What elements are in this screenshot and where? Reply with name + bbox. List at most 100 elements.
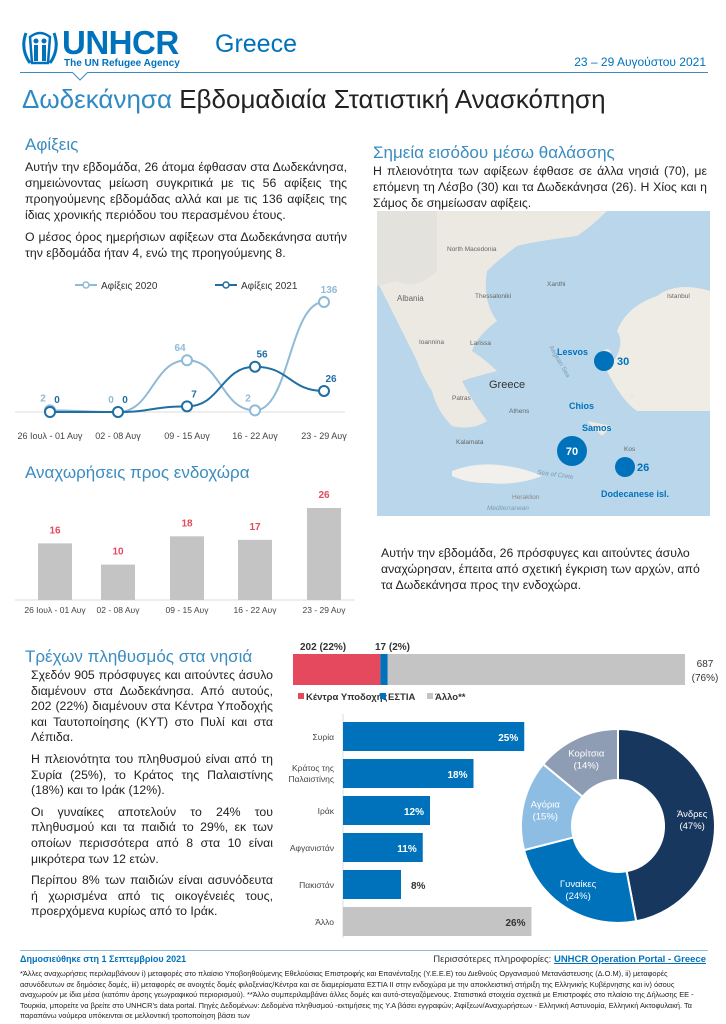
map-label-lesvos: Lesvos <box>557 347 588 357</box>
map-label-xanthi: Xanthi <box>547 281 565 288</box>
bar <box>170 536 204 600</box>
legend-swatch <box>380 693 386 699</box>
bar <box>343 907 532 936</box>
data-label: 2 <box>245 393 251 404</box>
population-heading: Τρέχων πληθυσμός στα νησιά <box>25 647 253 666</box>
data-point <box>249 360 261 373</box>
x-tick-label: 23 - 29 Αυγ <box>301 431 347 441</box>
data-label: 136 <box>321 285 338 296</box>
departures-text: Αυτήν την εβδομάδα, 26 πρόσφυγες και αιτ… <box>381 546 700 592</box>
population-text-2: Η πλειονότητα του πληθυσμού είναι από τη… <box>31 751 273 798</box>
population-charts: 202 (22%) 17 (2%) 687 (76%) Κέντρα Υποδοχής Ε… <box>288 642 718 938</box>
operation-portal-link[interactable]: UNHCR Operation Portal - Greece <box>553 954 706 965</box>
title-rest: Εβδομαδιαία Στατιστική Ανασκόπηση <box>179 84 606 114</box>
bar <box>38 543 72 600</box>
data-label: 64 <box>174 343 186 354</box>
donut-slice <box>522 836 638 924</box>
map-bubble-dodecanese[interactable] <box>615 457 635 477</box>
map-value-other: 70 <box>566 446 578 458</box>
legend-label: ΕΣΤΙΑ <box>388 692 415 703</box>
population-text: Σχεδόν 905 πρόσφυγες και αιτούντες άσυλο… <box>31 668 273 926</box>
x-tick-label: 09 - 15 Αυγ <box>166 605 210 615</box>
donut-label: Άνδρες <box>677 809 708 820</box>
x-tick-label: 02 - 08 Αυγ <box>95 431 141 441</box>
data-point <box>44 406 56 418</box>
sea-entry-text: Η πλειονότητα των αφίξεων έφθασε σε άλλα… <box>373 164 707 210</box>
map-label-ioannina: Ioannina <box>419 339 444 346</box>
stacked-label: 687 <box>697 659 714 670</box>
x-tick-label: 16 - 22 Αυγ <box>234 605 278 615</box>
x-tick-label: 16 - 22 Αυγ <box>232 431 278 441</box>
map-bubble-other[interactable] <box>557 436 587 466</box>
arrivals-heading: Αφίξεις <box>25 135 79 154</box>
more-info-label: Περισσότερες πληροφορίες: <box>433 954 554 965</box>
header-caret <box>72 72 88 81</box>
x-tick-label: 02 - 08 Αυγ <box>97 605 141 615</box>
bar-value-label: 25% <box>498 733 518 744</box>
x-tick-label: 26 Ιουλ - 01 Αυγ <box>18 431 83 441</box>
unhcr-logo <box>20 27 60 69</box>
donut-value: (14%) <box>574 761 599 772</box>
bar-value-label: 12% <box>404 807 424 818</box>
x-tick-label: 09 - 15 Αυγ <box>164 431 210 441</box>
bar-value-label: 11% <box>397 844 417 855</box>
data-point <box>318 296 330 308</box>
donut-value: (24%) <box>565 891 590 902</box>
data-label: 2 <box>40 393 46 404</box>
bar <box>343 870 401 899</box>
donut-value: (15%) <box>533 812 558 823</box>
legend-label: Αφίξεις 2021 <box>241 280 298 292</box>
bar-value-label: 16 <box>49 525 61 536</box>
map[interactable]: North Macedonia Albania Thessaloniki Xan… <box>377 211 710 516</box>
data-point <box>181 354 193 367</box>
map-value-dodecanese: 26 <box>637 462 649 474</box>
data-point <box>181 400 193 413</box>
page-title: Δωδεκάνησα Εβδομαδιαία Στατιστική Ανασκό… <box>22 84 606 114</box>
y-tick-label: Κράτος της Παλαιστίνης <box>288 763 334 784</box>
data-point <box>249 404 261 417</box>
sea-entry-heading: Σημεία εισόδου μέσω θαλάσσης <box>373 143 615 162</box>
data-label: 0 <box>122 395 128 406</box>
more-info: Περισσότερες πληροφορίες: UNHCR Operatio… <box>433 954 706 965</box>
bar-value-label: 18% <box>447 770 467 781</box>
published-date: Δημοσιεύθηκε στη 1 Σεπτεμβρίου 2021 <box>20 954 187 964</box>
legend-marker <box>222 281 230 289</box>
country-name: Greece <box>215 30 297 58</box>
map-label-dodecanese: Dodecanese isl. <box>601 489 669 499</box>
arrivals-line-chart: 26 Ιουλ - 01 Αυγ 02 - 08 Αυγ 09 - 15 Αυγ 16… <box>15 280 347 441</box>
legend-label: Αφίξεις 2020 <box>101 280 158 292</box>
data-label: 0 <box>108 395 114 406</box>
bar <box>343 722 525 751</box>
arrivals-section: Αφίξεις Αυτήν την εβδομάδα, 26 άτομα έφθ… <box>25 135 347 267</box>
y-tick-label: Συρία <box>312 732 334 742</box>
data-label: 7 <box>191 389 197 400</box>
bar-value-label: 26 <box>318 490 330 501</box>
y-tick-label: Ιράκ <box>318 806 335 816</box>
donut-slice <box>617 727 716 923</box>
header-rule <box>20 72 708 73</box>
org-name: UNHCR <box>62 24 179 61</box>
report-date: 23 – 29 Αυγούστου 2021 <box>574 55 706 69</box>
map-bubble-lesvos[interactable] <box>594 351 614 371</box>
departures-bar-chart: 16 26 Ιουλ - 01 Αυγ 10 02 - 08 Αυγ 18 09 - 15… <box>15 490 355 615</box>
x-tick-label: 26 Ιουλ - 01 Αυγ <box>24 605 86 615</box>
map-label-istanbul: Istanbul <box>667 293 690 300</box>
population-text-4: Περίπου 8% των παιδιών είναι ασυνόδευτα … <box>31 873 273 919</box>
donut-value: (47%) <box>679 821 704 832</box>
population-text-3: Οι γυναίκες αποτελούν το 24% του πληθυσμ… <box>31 804 273 866</box>
map-label-mediterranean: Mediterranean <box>487 505 529 512</box>
departures-heading: Αναχωρήσεις προς ενδοχώρα <box>25 463 250 482</box>
org-tagline: The UN Refugee Agency <box>64 58 180 69</box>
y-tick-label: Πακιστάν <box>299 880 334 890</box>
data-label: 0 <box>54 395 60 406</box>
map-value-lesvos: 30 <box>617 356 629 368</box>
map-label-chios: Chios <box>569 401 594 411</box>
stacked-label: 17 (2%) <box>375 642 410 653</box>
data-point <box>318 384 330 397</box>
bar-value-label: 26% <box>505 918 525 929</box>
title-accent: Δωδεκάνησα <box>22 84 172 114</box>
stacked-segment <box>293 654 381 685</box>
stacked-label: 202 (22%) <box>300 642 346 653</box>
map-label-thessaloniki: Thessaloniki <box>475 293 511 300</box>
map-label-north-macedonia: North Macedonia <box>447 246 497 253</box>
